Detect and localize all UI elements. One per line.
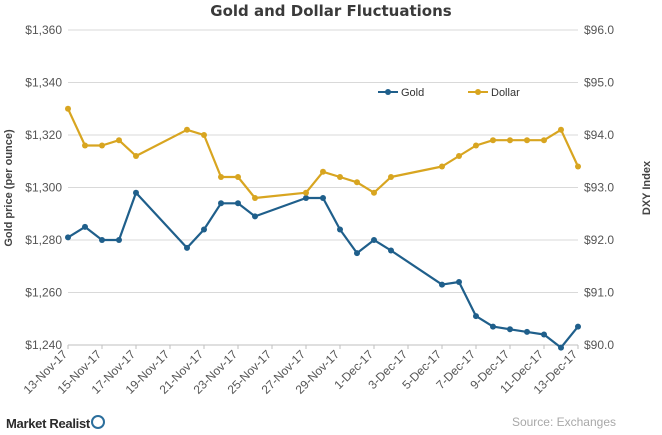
gold-data-point (371, 237, 377, 243)
gold-data-point (82, 223, 88, 230)
dollar-data-point (201, 132, 207, 138)
dollar-data-point (65, 105, 71, 112)
y-right-tick-label: $96.0 (584, 23, 614, 37)
legend-gold-label: Gold (401, 87, 424, 99)
gridlines (68, 29, 578, 346)
dollar-data-point (541, 137, 547, 144)
gold-series-line (67, 191, 579, 349)
gold-data-point (99, 237, 105, 243)
gold-data-point (184, 244, 190, 251)
y-left-tick-label: $1,280 (25, 233, 62, 247)
y-axis-left: $1,240 $1,260 $1,280 $1,300 $1,320 $1,340 $1,3… (25, 23, 62, 352)
dollar-data-point (235, 174, 241, 180)
chart-title: Gold and Dollar Fluctuations (210, 2, 452, 20)
gold-data-point (201, 226, 207, 233)
dollar-data-point (252, 195, 258, 201)
x-axis: 13-Nov-1715-Nov-1717-Nov-1719-Nov-1721-N… (21, 344, 580, 397)
gold-data-point (456, 279, 462, 285)
y-left-tick-label: $1,320 (25, 128, 62, 142)
brand-logo: Market Realist (6, 415, 105, 431)
dollar-series-line (67, 108, 579, 200)
gold-data-point (337, 226, 343, 233)
gold-data-point (320, 195, 326, 201)
series-markers (65, 105, 581, 351)
gold-data-point (439, 281, 445, 288)
brand-name: Market Realist (6, 416, 90, 431)
dollar-data-point (524, 137, 530, 144)
y-right-tick-label: $90.0 (584, 338, 614, 352)
dollar-data-point (337, 174, 343, 180)
y-left-tick-label: $1,260 (25, 286, 62, 300)
y-left-tick-label: $1,360 (25, 23, 62, 37)
dollar-data-point (456, 153, 462, 159)
y-right-tick-label: $93.0 (584, 181, 614, 195)
dollar-data-point (439, 163, 445, 170)
dollar-data-point (490, 137, 496, 144)
dollar-data-point (371, 189, 377, 196)
gold-data-point (354, 250, 360, 257)
dollar-data-point (82, 142, 88, 149)
series-lines (67, 108, 579, 349)
gold-data-point (303, 195, 309, 201)
y-axis-left-title: Gold price (per ounce) (3, 129, 15, 247)
source-note: Source: Exchanges (511, 415, 616, 429)
y-axis-right: $90.0 $91.0 $92.0 $93.0 $94.0 $95.0 $96.0 (584, 23, 614, 352)
dollar-data-point (303, 189, 309, 196)
gold-data-point (116, 237, 122, 243)
gold-data-point (524, 328, 530, 335)
y-axis-right-title: DXY Index (641, 160, 653, 215)
gold-data-point (473, 313, 479, 320)
gold-data-point (133, 189, 139, 196)
dollar-data-point (320, 168, 326, 175)
dollar-data-point (507, 137, 513, 144)
dollar-data-point (354, 179, 360, 186)
legend-dollar-label: Dollar (491, 87, 520, 99)
gold-data-point (65, 234, 71, 241)
dollar-data-point (473, 142, 479, 149)
legend-gold-marker (385, 89, 391, 95)
legend: Gold Dollar (378, 87, 520, 99)
dollar-data-point (133, 153, 139, 159)
dollar-data-point (575, 163, 581, 170)
gold-data-point (490, 323, 496, 330)
dollar-data-point (218, 174, 224, 180)
brand-mark-icon (90, 415, 105, 429)
gold-data-point (507, 326, 513, 333)
dollar-data-point (184, 126, 190, 133)
dollar-data-point (99, 142, 105, 149)
gold-data-point (218, 200, 224, 207)
dollar-data-point (388, 174, 394, 180)
gold-data-point (252, 213, 258, 220)
dollar-data-point (558, 126, 564, 133)
gold-data-point (575, 323, 581, 330)
gold-data-point (235, 200, 241, 207)
gold-data-point (558, 344, 564, 351)
y-right-tick-label: $91.0 (584, 286, 614, 300)
legend-dollar-marker (475, 89, 481, 95)
gold-data-point (388, 247, 394, 254)
dollar-data-point (116, 137, 122, 144)
y-left-tick-label: $1,340 (25, 76, 62, 90)
y-right-tick-label: $94.0 (584, 128, 614, 142)
y-right-tick-label: $92.0 (584, 233, 614, 247)
y-right-tick-label: $95.0 (584, 76, 614, 90)
gold-data-point (541, 331, 547, 338)
y-left-tick-label: $1,240 (25, 338, 62, 352)
y-left-tick-label: $1,300 (25, 181, 62, 195)
